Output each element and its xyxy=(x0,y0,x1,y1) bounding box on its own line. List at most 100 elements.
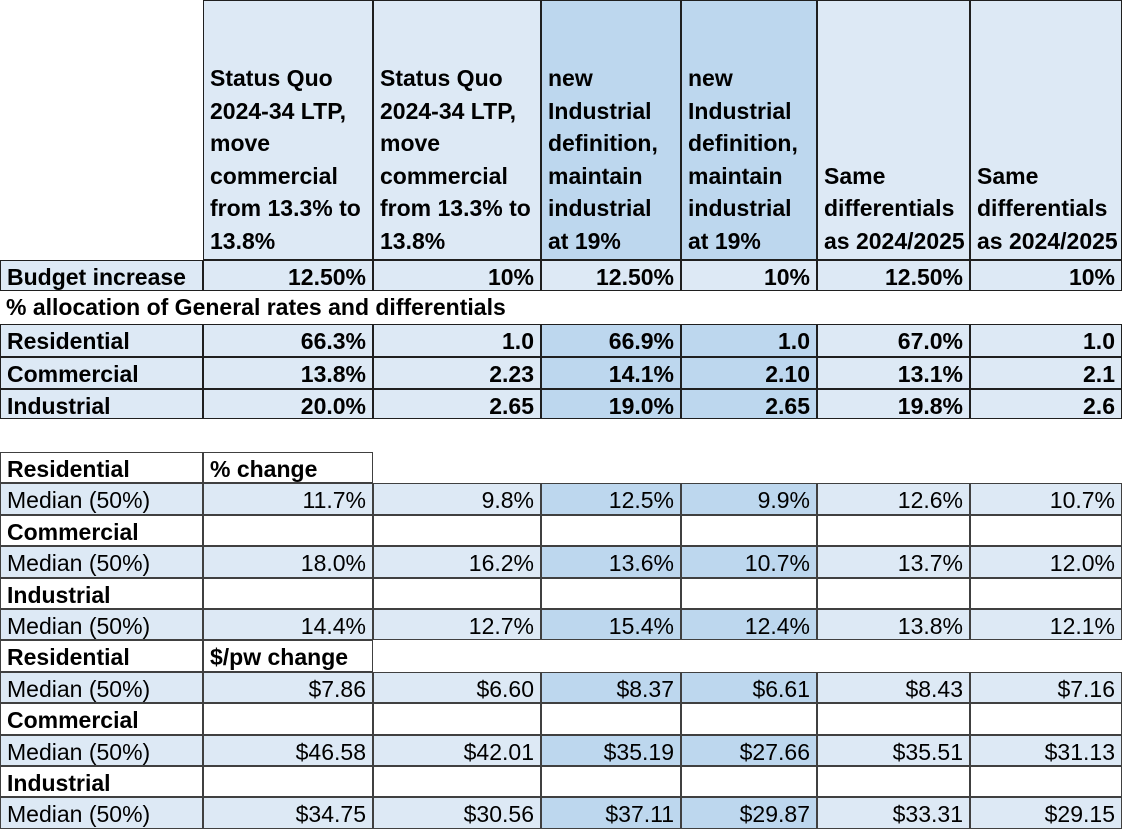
median-value: 12.4% xyxy=(681,609,817,641)
empty-cell xyxy=(817,703,970,735)
section-title: % change xyxy=(203,452,373,484)
allocation-value: 67.0% xyxy=(817,324,970,357)
allocation-value: 1.0 xyxy=(681,324,817,357)
allocation-value: 1.0 xyxy=(970,324,1122,357)
column-header: new Industrial definition, maintain indu… xyxy=(541,0,681,260)
median-value: 12.6% xyxy=(817,483,970,515)
empty-cell xyxy=(970,577,1122,609)
row-label: Median (50%) xyxy=(0,734,203,766)
allocation-value: 20.0% xyxy=(203,389,373,419)
empty-cell xyxy=(817,766,970,798)
empty-cell xyxy=(681,766,817,798)
median-value: $31.13 xyxy=(970,734,1122,766)
empty-cell xyxy=(203,577,373,609)
empty-cell xyxy=(203,703,373,735)
empty-cell xyxy=(541,577,681,609)
median-value: 13.8% xyxy=(817,609,970,641)
median-value: $37.11 xyxy=(541,797,681,829)
empty-cell xyxy=(373,514,541,547)
budget-value: 12.50% xyxy=(203,260,373,291)
group-label: Industrial xyxy=(0,577,203,609)
empty-cell xyxy=(817,514,970,547)
median-value: 10.7% xyxy=(970,483,1122,515)
empty-cell xyxy=(681,514,817,547)
median-value: 16.2% xyxy=(373,546,541,578)
budget-value: 12.50% xyxy=(817,260,970,291)
allocation-value: 66.9% xyxy=(541,324,681,357)
empty-cell xyxy=(373,577,541,609)
median-value: $33.31 xyxy=(817,797,970,829)
median-value: 15.4% xyxy=(541,609,681,641)
empty-cell xyxy=(203,514,373,547)
allocation-value: 1.0 xyxy=(373,324,541,357)
median-value: $46.58 xyxy=(203,734,373,766)
allocation-value: 13.8% xyxy=(203,357,373,389)
row-label: Median (50%) xyxy=(0,483,203,515)
row-label: Industrial xyxy=(0,389,203,419)
group-label: Industrial xyxy=(0,766,203,798)
empty-cell xyxy=(373,703,541,735)
budget-value: 10% xyxy=(373,260,541,291)
row-label: Median (50%) xyxy=(0,797,203,829)
allocation-value: 14.1% xyxy=(541,357,681,389)
median-value: $7.16 xyxy=(970,671,1122,704)
median-value: $42.01 xyxy=(373,734,541,766)
section-title: $/pw change xyxy=(203,640,373,672)
group-label: Residential xyxy=(0,452,203,484)
group-label: Residential xyxy=(0,640,203,672)
median-value: $29.15 xyxy=(970,797,1122,829)
row-label: Median (50%) xyxy=(0,546,203,578)
median-value: $30.56 xyxy=(373,797,541,829)
empty-cell xyxy=(541,766,681,798)
allocation-value: 2.10 xyxy=(681,357,817,389)
median-value: $8.37 xyxy=(541,671,681,704)
empty-cell xyxy=(970,703,1122,735)
median-value: 9.8% xyxy=(373,483,541,515)
allocation-value: 2.1 xyxy=(970,357,1122,389)
median-value: 12.1% xyxy=(970,609,1122,641)
budget-value: 10% xyxy=(970,260,1122,291)
median-value: 12.7% xyxy=(373,609,541,641)
median-value: 18.0% xyxy=(203,546,373,578)
median-value: 12.0% xyxy=(970,546,1122,578)
empty-cell xyxy=(970,766,1122,798)
empty-cell xyxy=(817,577,970,609)
row-label: Commercial xyxy=(0,357,203,389)
median-value: 13.6% xyxy=(541,546,681,578)
group-label: Commercial xyxy=(0,703,203,735)
allocation-value: 2.6 xyxy=(970,389,1122,419)
column-header: Same differentials as 2024/2025 xyxy=(970,0,1122,260)
empty-cell xyxy=(541,514,681,547)
median-value: $29.87 xyxy=(681,797,817,829)
column-header: Status Quo 2024-34 LTP, move commercial … xyxy=(373,0,541,260)
median-value: 13.7% xyxy=(817,546,970,578)
row-label: Residential xyxy=(0,324,203,357)
median-value: $7.86 xyxy=(203,671,373,704)
empty-cell xyxy=(970,514,1122,547)
allocation-value: 2.65 xyxy=(681,389,817,419)
column-header: Status Quo 2024-34 LTP, move commercial … xyxy=(203,0,373,260)
empty-cell xyxy=(203,766,373,798)
budget-value: 12.50% xyxy=(541,260,681,291)
group-label: Commercial xyxy=(0,514,203,547)
median-value: $8.43 xyxy=(817,671,970,704)
median-value: $6.61 xyxy=(681,671,817,704)
empty-cell xyxy=(373,766,541,798)
allocation-value: 19.0% xyxy=(541,389,681,419)
row-label: Median (50%) xyxy=(0,609,203,641)
empty-cell xyxy=(681,703,817,735)
median-value: $27.66 xyxy=(681,734,817,766)
row-label: Median (50%) xyxy=(0,671,203,704)
allocation-value: 66.3% xyxy=(203,324,373,357)
budget-value: 10% xyxy=(681,260,817,291)
allocation-value: 19.8% xyxy=(817,389,970,419)
allocation-value: 13.1% xyxy=(817,357,970,389)
column-header: Same differentials as 2024/2025 xyxy=(817,0,970,260)
allocation-value: 2.23 xyxy=(373,357,541,389)
median-value: $6.60 xyxy=(373,671,541,704)
median-value: 14.4% xyxy=(203,609,373,641)
median-value: 12.5% xyxy=(541,483,681,515)
empty-cell xyxy=(541,703,681,735)
median-value: 10.7% xyxy=(681,546,817,578)
